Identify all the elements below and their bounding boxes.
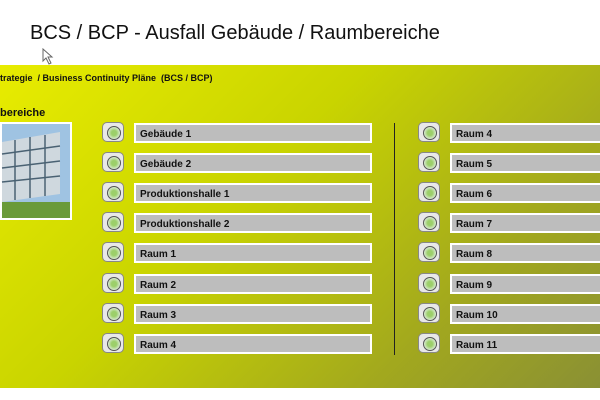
menu-button[interactable]: Raum 2 — [134, 273, 372, 294]
menu-row: Gebäude 1 — [102, 122, 372, 143]
menu-icon[interactable] — [418, 272, 440, 293]
menu-icon[interactable] — [102, 122, 124, 142]
menu-icon[interactable] — [418, 182, 440, 203]
menu-row: Raum 10 — [418, 302, 600, 324]
content-panel: trategie / Business Continuity Pläne (BC… — [0, 65, 600, 388]
menu-button[interactable]: Produktionshalle 1 — [134, 183, 372, 204]
menu-button[interactable]: Raum 9 — [450, 273, 600, 294]
menu-icon[interactable] — [102, 272, 124, 293]
menu-button[interactable]: Raum 5 — [450, 153, 600, 174]
menu-button[interactable]: Raum 8 — [450, 243, 600, 264]
menu-row: Raum 4 — [418, 122, 600, 143]
menu-icon[interactable] — [418, 212, 440, 233]
section-title: bereiche — [0, 107, 46, 119]
menu-button[interactable]: Raum 11 — [450, 333, 600, 354]
menu-icon[interactable] — [102, 302, 124, 323]
menu-row: Produktionshalle 2 — [102, 212, 372, 234]
menu-row: Raum 11 — [418, 332, 600, 354]
menu-icon[interactable] — [418, 152, 440, 173]
menu-icon[interactable] — [418, 242, 440, 263]
menu-button[interactable]: Raum 1 — [134, 243, 372, 264]
menu-row: Raum 7 — [418, 212, 600, 234]
menu-icon[interactable] — [102, 182, 124, 203]
menu-icon[interactable] — [102, 242, 124, 263]
menu-row: Produktionshalle 1 — [102, 182, 372, 204]
menu-icon[interactable] — [102, 212, 124, 233]
menu-row: Raum 4 — [102, 332, 372, 354]
menu-row: Raum 2 — [102, 272, 372, 294]
menu-button[interactable]: Raum 3 — [134, 303, 372, 324]
menu-icon[interactable] — [102, 152, 124, 173]
cursor — [42, 48, 54, 65]
menu-row: Raum 3 — [102, 302, 372, 324]
menu-row: Raum 5 — [418, 152, 600, 174]
menu-button[interactable]: Raum 4 — [450, 123, 600, 143]
menu-button[interactable]: Raum 10 — [450, 303, 600, 324]
menu-row: Raum 9 — [418, 272, 600, 294]
menu-row: Gebäude 2 — [102, 152, 372, 174]
menu-icon[interactable] — [102, 332, 124, 353]
divider — [394, 123, 395, 355]
menu-icon[interactable] — [418, 332, 440, 353]
menu-row: Raum 1 — [102, 242, 372, 264]
page-title: BCS / BCP - Ausfall Gebäude / Raumbereic… — [30, 22, 440, 44]
menu-icon[interactable] — [418, 302, 440, 323]
menu-row: Raum 8 — [418, 242, 600, 264]
building-photo — [0, 122, 72, 220]
menu-button[interactable]: Raum 4 — [134, 333, 372, 354]
menu-button[interactable]: Raum 6 — [450, 183, 600, 204]
breadcrumb: trategie / Business Continuity Pläne (BC… — [0, 73, 213, 83]
menu-button[interactable]: Produktionshalle 2 — [134, 213, 372, 234]
menu-button[interactable]: Gebäude 1 — [134, 123, 372, 143]
menu-icon[interactable] — [418, 122, 440, 142]
menu-button[interactable]: Gebäude 2 — [134, 153, 372, 174]
menu-row: Raum 6 — [418, 182, 600, 204]
menu-button[interactable]: Raum 7 — [450, 213, 600, 234]
